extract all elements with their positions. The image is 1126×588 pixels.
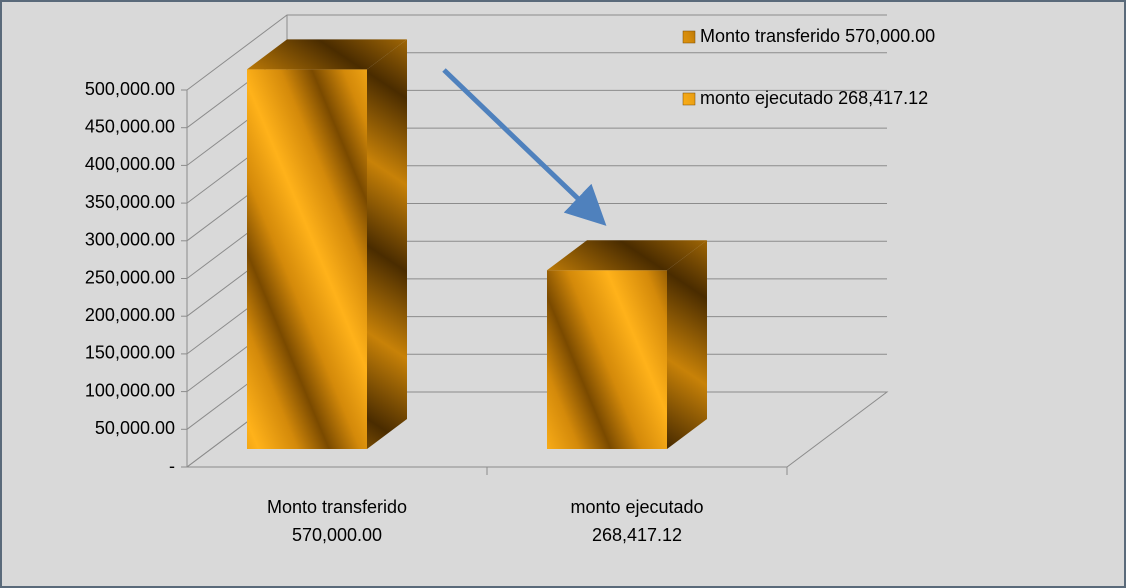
y-tick-label: 150,000.00 xyxy=(85,343,175,363)
grid-line xyxy=(186,14,887,91)
y-tick-label: 200,000.00 xyxy=(85,305,175,325)
bar-side xyxy=(667,240,707,449)
bar-top xyxy=(547,240,707,271)
x-tick-label: Monto transferido 570,000.00 xyxy=(266,497,408,545)
legend-label: Monto transferido 570,000.00 xyxy=(700,26,935,46)
y-tick-label: - xyxy=(169,456,175,476)
legend-swatch xyxy=(682,30,696,44)
x-tick-label: monto ejecutado 268,417.12 xyxy=(570,497,704,545)
bar xyxy=(547,240,707,449)
bar-top xyxy=(247,39,407,70)
bar-front xyxy=(547,270,667,449)
legend-label: monto ejecutado 268,417.12 xyxy=(700,88,928,108)
y-tick-label: 250,000.00 xyxy=(85,267,175,287)
y-tick-label: 400,000.00 xyxy=(85,154,175,174)
legend-swatch xyxy=(682,92,696,106)
y-tick-label: 450,000.00 xyxy=(85,116,175,136)
y-tick-label: 350,000.00 xyxy=(85,192,175,212)
bar-front xyxy=(247,69,367,449)
annotation-arrow xyxy=(442,68,607,226)
bar xyxy=(247,39,407,449)
bar-side xyxy=(367,39,407,449)
y-tick-label: 300,000.00 xyxy=(85,230,175,250)
y-tick-label: 50,000.00 xyxy=(95,418,175,438)
y-tick-label: 100,000.00 xyxy=(85,380,175,400)
y-tick-label: 500,000.00 xyxy=(85,79,175,99)
